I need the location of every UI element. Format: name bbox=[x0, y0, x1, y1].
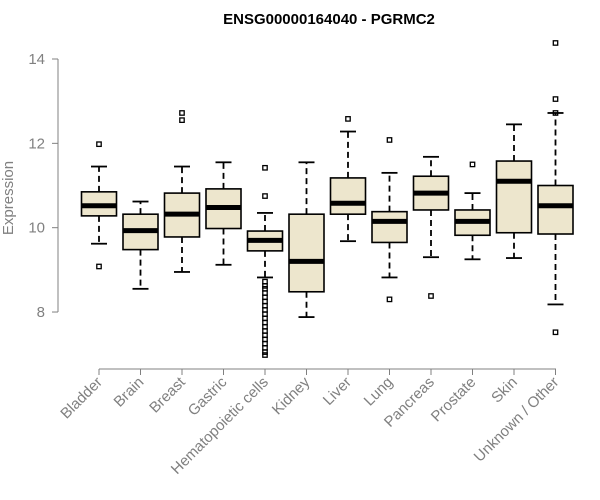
category-label: Brain bbox=[111, 374, 148, 411]
box bbox=[329, 177, 367, 215]
outlier-point bbox=[179, 110, 185, 116]
box-group bbox=[122, 200, 159, 290]
category-label: Kidney bbox=[269, 373, 314, 418]
category-label: Breast bbox=[146, 373, 189, 416]
box-group bbox=[329, 116, 367, 243]
box-group bbox=[412, 155, 450, 299]
box-group bbox=[246, 164, 284, 358]
category-label: Skin bbox=[488, 374, 521, 407]
box-group bbox=[288, 161, 325, 318]
y-tick-label: 8 bbox=[37, 304, 45, 321]
category-label: Prostate bbox=[428, 374, 480, 426]
outlier-point bbox=[552, 96, 559, 102]
outlier-point bbox=[345, 116, 351, 122]
outlier-point bbox=[262, 193, 268, 199]
outlier-point bbox=[552, 40, 559, 46]
plot-area bbox=[80, 40, 574, 358]
box bbox=[371, 210, 408, 244]
outlier-point bbox=[179, 117, 185, 123]
category-label: Liver bbox=[320, 374, 355, 409]
y-tick-label: 10 bbox=[28, 220, 45, 237]
outlier-point bbox=[552, 329, 559, 336]
outlier-point bbox=[469, 161, 476, 168]
outlier-point bbox=[262, 283, 268, 289]
outlier-point bbox=[262, 352, 268, 358]
outlier-point bbox=[262, 349, 268, 355]
outlier-point bbox=[552, 110, 559, 116]
y-tick-label: 14 bbox=[28, 51, 45, 68]
category-label: Bladder bbox=[57, 374, 106, 423]
box-group bbox=[163, 110, 201, 273]
box bbox=[537, 184, 574, 235]
outlier-point bbox=[262, 164, 268, 171]
outlier-point bbox=[386, 296, 393, 303]
chart-title: ENSG00000164040 - PGRMC2 bbox=[223, 11, 435, 28]
box-group bbox=[80, 141, 118, 270]
box bbox=[288, 213, 325, 293]
box-group bbox=[495, 123, 533, 259]
x-axis bbox=[98, 368, 556, 375]
y-axis: 8 10 12 14 bbox=[28, 51, 59, 321]
category-label: Lung bbox=[361, 374, 397, 410]
box bbox=[495, 160, 533, 234]
box-group bbox=[371, 137, 408, 303]
y-axis-label: Expression bbox=[0, 161, 17, 235]
outlier-point bbox=[386, 137, 393, 143]
box-group bbox=[454, 161, 491, 261]
y-tick-label: 12 bbox=[28, 135, 45, 152]
outlier-point bbox=[96, 263, 102, 270]
outlier-point bbox=[428, 293, 434, 299]
box-group bbox=[205, 161, 242, 266]
box-group bbox=[537, 40, 574, 336]
outlier-point bbox=[96, 141, 102, 148]
